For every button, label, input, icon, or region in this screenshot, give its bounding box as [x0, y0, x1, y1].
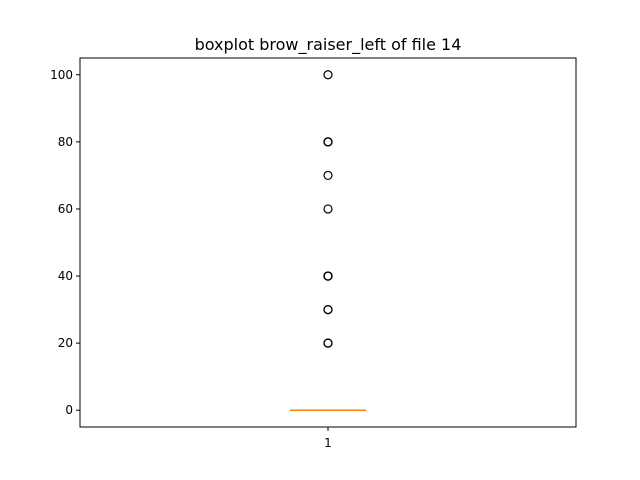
y-tick-label: 40 [58, 269, 73, 283]
y-tick-label: 0 [65, 403, 73, 417]
y-tick-label: 80 [58, 135, 73, 149]
y-tick-label: 100 [50, 68, 73, 82]
x-tick-label: 1 [324, 436, 332, 450]
y-tick-label: 20 [58, 336, 73, 350]
outlier-point [323, 271, 333, 281]
outlier-point [323, 338, 333, 348]
outlier-point [323, 204, 333, 214]
outlier-point [323, 137, 333, 147]
outlier-point [323, 70, 333, 80]
chart-title: boxplot brow_raiser_left of file 14 [195, 35, 462, 55]
y-tick-label: 60 [58, 202, 73, 216]
outlier-point [323, 170, 333, 181]
plot-frame [79, 57, 577, 428]
plot-layer: 0 20 40 60 80 100 1 [50, 68, 366, 450]
outlier-point [323, 304, 333, 315]
